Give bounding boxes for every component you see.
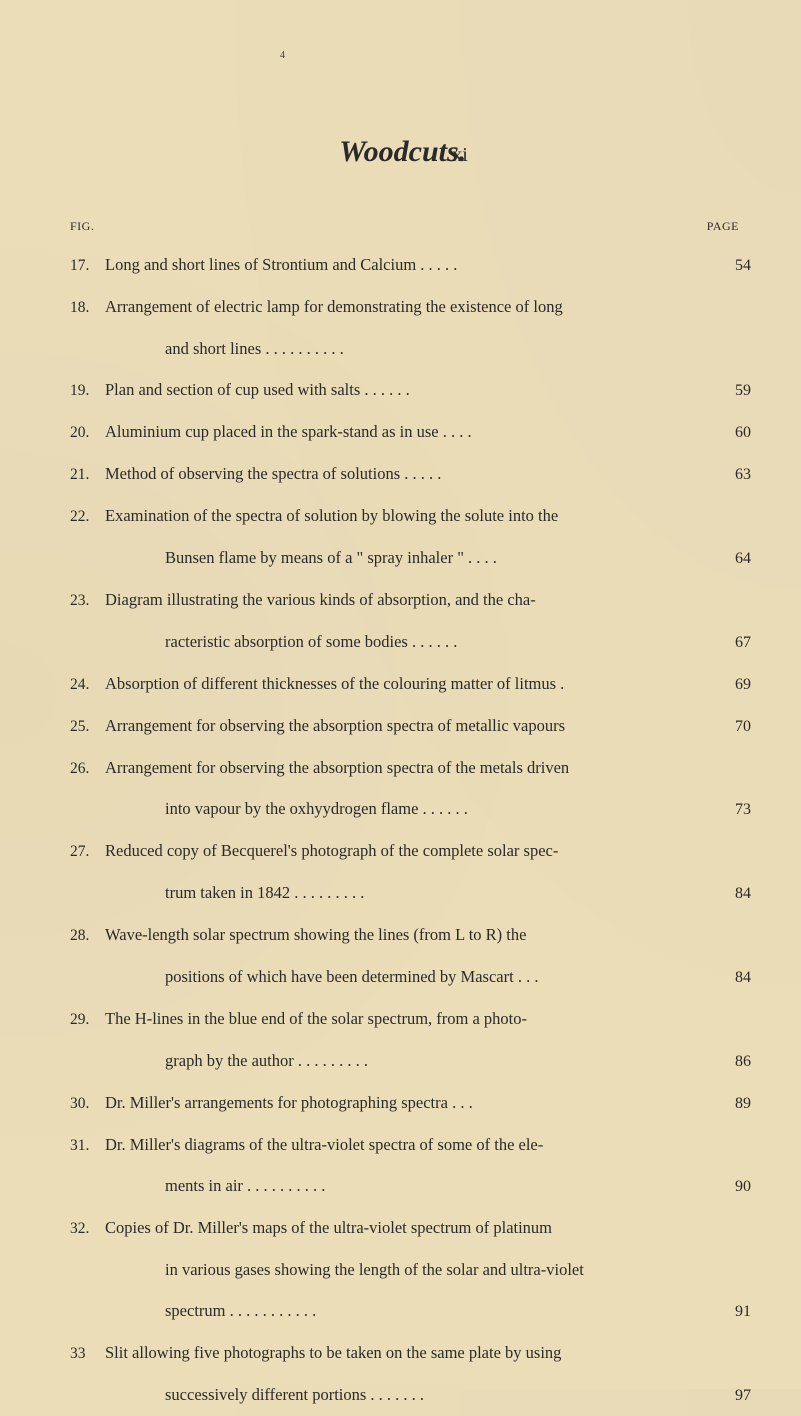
entry-text: Diagram illustrating the various kinds o… bbox=[105, 579, 711, 620]
entry-text: Absorption of different thicknesses of t… bbox=[105, 663, 711, 704]
entry-text: The H-lines in the blue end of the solar… bbox=[105, 998, 711, 1039]
fig-number: 33 bbox=[70, 1335, 105, 1374]
entry-page: 89 bbox=[711, 1084, 751, 1124]
entry-text: in various gases showing the length of t… bbox=[165, 1249, 711, 1290]
entry-text: Dr. Miller's diagrams of the ultra-viole… bbox=[105, 1124, 711, 1165]
entry-text: successively different portions . . . . … bbox=[165, 1374, 711, 1415]
fig-number: 23. bbox=[70, 582, 105, 621]
entry-text: Copies of Dr. Miller's maps of the ultra… bbox=[105, 1207, 711, 1248]
entry-text: Wave-length solar spectrum showing the l… bbox=[105, 914, 711, 955]
table-row: 22.Examination of the spectra of solutio… bbox=[70, 495, 751, 537]
fig-number: 29. bbox=[70, 1001, 105, 1040]
fig-number: 30. bbox=[70, 1085, 105, 1124]
entry-text: Bunsen flame by means of a " spray inhal… bbox=[165, 537, 711, 578]
table-row: 17.Long and short lines of Strontium and… bbox=[70, 244, 751, 286]
entry-text: trum taken in 1842 . . . . . . . . . bbox=[165, 872, 711, 913]
entry-page: 90 bbox=[711, 1167, 751, 1207]
entry-page: 54 bbox=[711, 246, 751, 286]
entry-text: Method of observing the spectra of solut… bbox=[105, 453, 711, 494]
table-row: 25.Arrangement for observing the absorpt… bbox=[70, 705, 751, 747]
table-row: 28.Wave-length solar spectrum showing th… bbox=[70, 914, 751, 956]
table-row-continuation: graph by the author . . . . . . . . .86 bbox=[70, 1040, 751, 1082]
entry-text: Dr. Miller's arrangements for photograph… bbox=[105, 1082, 711, 1123]
entry-text: and short lines . . . . . . . . . . bbox=[165, 328, 711, 369]
table-row: 29.The H-lines in the blue end of the so… bbox=[70, 998, 751, 1040]
table-row: 31.Dr. Miller's diagrams of the ultra-vi… bbox=[70, 1124, 751, 1166]
table-row-continuation: and short lines . . . . . . . . . . bbox=[70, 328, 751, 369]
entry-page: 59 bbox=[711, 371, 751, 411]
fig-number: 28. bbox=[70, 917, 105, 956]
page-title: Woodcuts. bbox=[339, 135, 466, 169]
entry-page: 60 bbox=[711, 413, 751, 453]
table-row: 20.Aluminium cup placed in the spark-sta… bbox=[70, 411, 751, 453]
entry-text: Reduced copy of Becquerel's photograph o… bbox=[105, 830, 711, 871]
column-headers: FIG. PAGE bbox=[70, 219, 751, 234]
page-number: xi bbox=[452, 144, 468, 167]
entry-page: 69 bbox=[711, 665, 751, 705]
entry-text: Long and short lines of Strontium and Ca… bbox=[105, 244, 711, 285]
table-row-continuation: positions of which have been determined … bbox=[70, 956, 751, 998]
table-row-continuation: racteristic absorption of some bodies . … bbox=[70, 621, 751, 663]
table-row-continuation: spectrum . . . . . . . . . . .91 bbox=[70, 1290, 751, 1332]
fig-number: 18. bbox=[70, 289, 105, 328]
entry-page: 84 bbox=[711, 874, 751, 914]
fig-number: 24. bbox=[70, 666, 105, 705]
table-row-continuation: trum taken in 1842 . . . . . . . . .84 bbox=[70, 872, 751, 914]
table-row-continuation: ments in air . . . . . . . . . .90 bbox=[70, 1165, 751, 1207]
table-row: 26.Arrangement for observing the absorpt… bbox=[70, 747, 751, 789]
entry-text: positions of which have been determined … bbox=[165, 956, 711, 997]
entry-page: 64 bbox=[711, 539, 751, 579]
table-row: 30.Dr. Miller's arrangements for photogr… bbox=[70, 1082, 751, 1124]
entry-text: Arrangement for observing the absorption… bbox=[105, 705, 711, 746]
table-row-continuation: Bunsen flame by means of a " spray inhal… bbox=[70, 537, 751, 579]
table-row: 24.Absorption of different thicknesses o… bbox=[70, 663, 751, 705]
fig-number: 32. bbox=[70, 1210, 105, 1249]
entries-list: 17.Long and short lines of Strontium and… bbox=[70, 244, 751, 1416]
fig-number: 27. bbox=[70, 833, 105, 872]
fig-number: 20. bbox=[70, 414, 105, 453]
entry-text: graph by the author . . . . . . . . . bbox=[165, 1040, 711, 1081]
table-row: 21.Method of observing the spectra of so… bbox=[70, 453, 751, 495]
entry-page: 73 bbox=[711, 790, 751, 830]
col-page-label: PAGE bbox=[707, 219, 739, 234]
table-row-continuation: into vapour by the oxhyydrogen flame . .… bbox=[70, 788, 751, 830]
entry-page: 84 bbox=[711, 958, 751, 998]
header-row: Woodcuts. xi bbox=[70, 135, 751, 169]
entry-text: into vapour by the oxhyydrogen flame . .… bbox=[165, 788, 711, 829]
entry-page: 70 bbox=[711, 707, 751, 747]
entry-page: 97 bbox=[711, 1376, 751, 1416]
tick-mark: 4 bbox=[280, 50, 285, 61]
table-row: 33Slit allowing five photographs to be t… bbox=[70, 1332, 751, 1374]
table-row: 27.Reduced copy of Becquerel's photograp… bbox=[70, 830, 751, 872]
entry-text: Plan and section of cup used with salts … bbox=[105, 369, 711, 410]
fig-number: 22. bbox=[70, 498, 105, 537]
entry-text: Slit allowing five photographs to be tak… bbox=[105, 1332, 711, 1373]
entry-page: 91 bbox=[711, 1292, 751, 1332]
table-row: 23.Diagram illustrating the various kind… bbox=[70, 579, 751, 621]
fig-number: 25. bbox=[70, 708, 105, 747]
fig-number: 26. bbox=[70, 750, 105, 789]
entry-text: Aluminium cup placed in the spark-stand … bbox=[105, 411, 711, 452]
table-row: 32.Copies of Dr. Miller's maps of the ul… bbox=[70, 1207, 751, 1249]
col-fig-label: FIG. bbox=[70, 219, 94, 234]
entry-page: 86 bbox=[711, 1042, 751, 1082]
entry-text: Arrangement for observing the absorption… bbox=[105, 747, 711, 788]
entry-page: 67 bbox=[711, 623, 751, 663]
entry-page: 63 bbox=[711, 455, 751, 495]
entry-text: ments in air . . . . . . . . . . bbox=[165, 1165, 711, 1206]
table-row: 18.Arrangement of electric lamp for demo… bbox=[70, 286, 751, 328]
fig-number: 21. bbox=[70, 456, 105, 495]
entry-text: Examination of the spectra of solution b… bbox=[105, 495, 711, 536]
entry-text: Arrangement of electric lamp for demonst… bbox=[105, 286, 711, 327]
fig-number: 17. bbox=[70, 247, 105, 286]
table-row: 19.Plan and section of cup used with sal… bbox=[70, 369, 751, 411]
entry-text: racteristic absorption of some bodies . … bbox=[165, 621, 711, 662]
entry-text: spectrum . . . . . . . . . . . bbox=[165, 1290, 711, 1331]
table-row-continuation: successively different portions . . . . … bbox=[70, 1374, 751, 1416]
fig-number: 19. bbox=[70, 372, 105, 411]
table-row-continuation: in various gases showing the length of t… bbox=[70, 1249, 751, 1290]
fig-number: 31. bbox=[70, 1127, 105, 1166]
